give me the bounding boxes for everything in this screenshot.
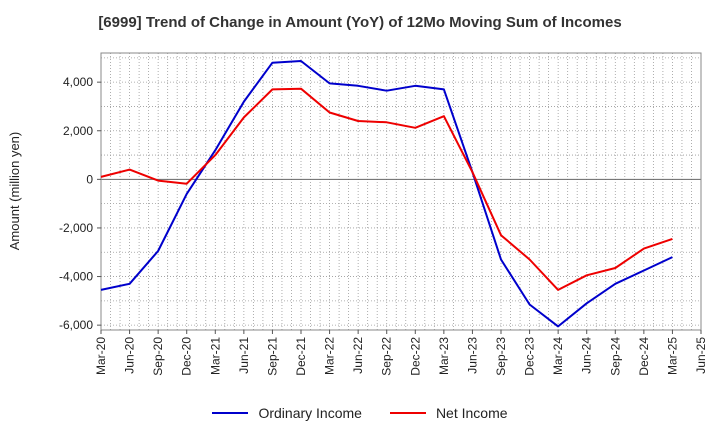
legend-label-ordinary-income: Ordinary Income bbox=[258, 405, 362, 421]
x-tick-label: Dec-21 bbox=[294, 337, 308, 376]
y-tick-label: 4,000 bbox=[63, 75, 93, 89]
series-lines bbox=[100, 60, 673, 328]
x-tick-label: Dec-22 bbox=[408, 337, 422, 376]
plot-area-border bbox=[100, 52, 702, 331]
x-tick-label: Mar-25 bbox=[665, 337, 679, 375]
series-line-ordinary-income bbox=[100, 60, 673, 328]
x-tick-label: Sep-24 bbox=[608, 337, 622, 376]
x-tick-label: Jun-20 bbox=[123, 337, 137, 374]
x-tick-label: Dec-23 bbox=[523, 337, 537, 376]
x-tick-label: Dec-24 bbox=[637, 337, 651, 376]
x-axis-ticks: Mar-20 Jun-20 Sep-20 Dec-20 Mar-21 Jun-21 Sep-… bbox=[94, 330, 708, 376]
x-tick-label: Sep-20 bbox=[151, 337, 165, 376]
x-tick-label: Mar-24 bbox=[551, 337, 565, 375]
x-tick-label: Jun-25 bbox=[694, 337, 708, 374]
grid bbox=[100, 53, 702, 330]
x-tick-label: Mar-20 bbox=[94, 337, 108, 375]
x-tick-label: Mar-22 bbox=[323, 337, 337, 375]
x-tick-label: Jun-23 bbox=[465, 337, 479, 374]
x-tick-label: Dec-20 bbox=[180, 337, 194, 376]
x-tick-label: Jun-21 bbox=[237, 337, 251, 374]
legend-item-net-income: Net Income bbox=[389, 405, 508, 421]
x-tick-label: Sep-23 bbox=[494, 337, 508, 376]
x-tick-label: Mar-23 bbox=[437, 337, 451, 375]
legend-label-net-income: Net Income bbox=[435, 405, 508, 421]
y-axis-ticks: 4,000 2,000 0 -2,000 -4,000 -6,000 bbox=[59, 75, 101, 332]
legend-swatch-net-income bbox=[389, 412, 426, 414]
y-tick-label: -6,000 bbox=[59, 318, 93, 332]
x-tick-label: Sep-21 bbox=[265, 337, 279, 376]
y-tick-label: 0 bbox=[86, 172, 93, 186]
legend-swatch-ordinary-income bbox=[212, 412, 249, 414]
x-tick-label: Mar-21 bbox=[208, 337, 222, 375]
plot-frame bbox=[100, 52, 702, 331]
y-tick-label: -2,000 bbox=[59, 221, 93, 235]
y-tick-label: 2,000 bbox=[63, 124, 93, 138]
chart-title: [6999] Trend of Change in Amount (YoY) o… bbox=[98, 14, 622, 31]
y-tick-label: -4,000 bbox=[59, 270, 93, 284]
series-line-net-income bbox=[100, 87, 673, 291]
x-tick-label: Sep-22 bbox=[380, 337, 394, 376]
x-tick-label: Jun-24 bbox=[580, 337, 594, 374]
legend-item-ordinary-income: Ordinary Income bbox=[212, 405, 362, 421]
x-tick-label: Jun-22 bbox=[351, 337, 365, 374]
legend: Ordinary Income Net Income bbox=[0, 405, 720, 421]
y-axis-title: Amount (million yen) bbox=[7, 132, 22, 251]
